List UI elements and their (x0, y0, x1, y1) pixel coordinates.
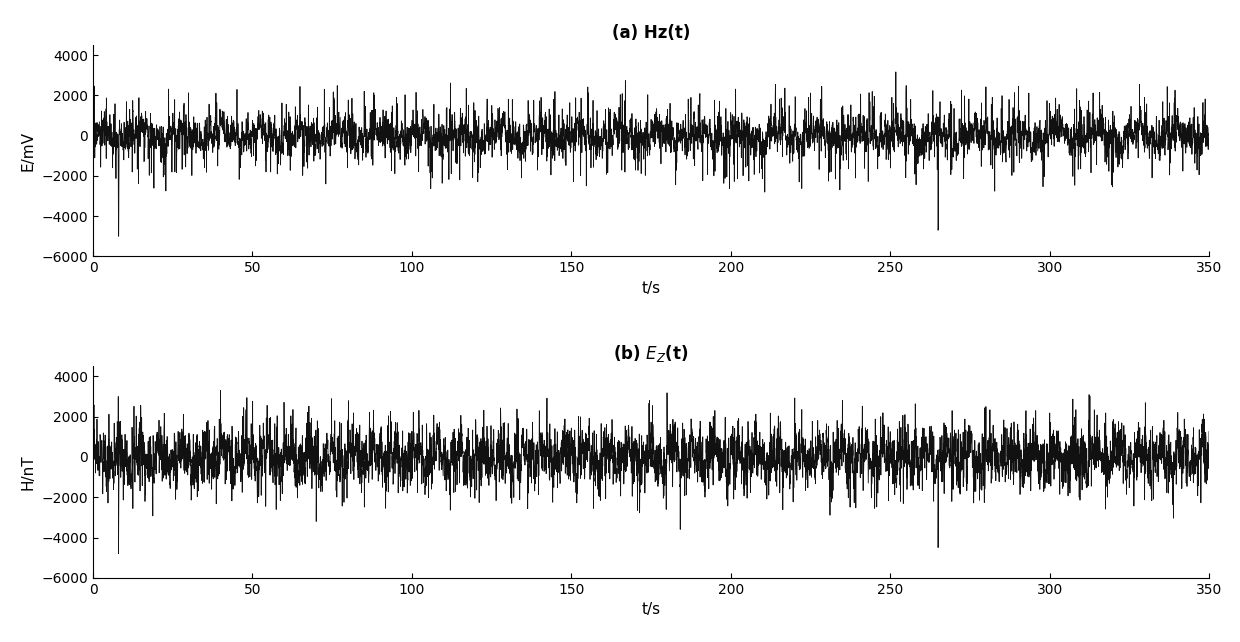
X-axis label: t/s: t/s (641, 281, 661, 296)
X-axis label: t/s: t/s (641, 602, 661, 617)
Title: (a) Hz(t): (a) Hz(t) (611, 24, 691, 42)
Title: (b) $E_Z$(t): (b) $E_Z$(t) (614, 343, 688, 365)
Y-axis label: H/nT: H/nT (21, 455, 36, 490)
Y-axis label: E/mV: E/mV (21, 131, 36, 171)
